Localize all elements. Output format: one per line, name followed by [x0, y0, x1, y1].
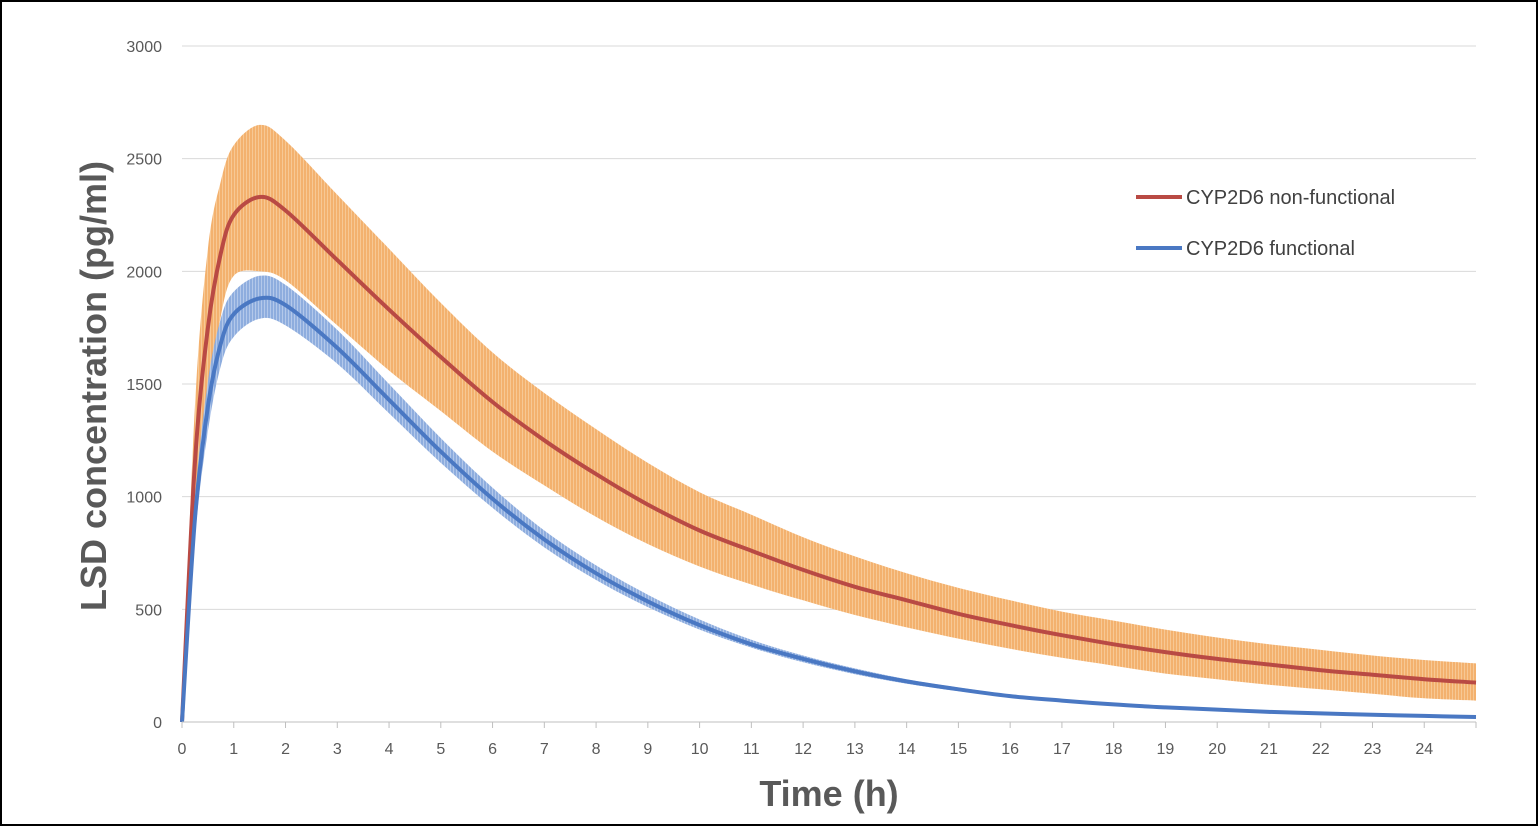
x-tick-label: 5 [436, 741, 445, 758]
y-tick-label: 2000 [126, 264, 162, 281]
y-axis: 0 500 1000 1500 2000 2500 3000 [126, 39, 162, 732]
x-tick-label: 8 [592, 741, 601, 758]
legend: CYP2D6 non-functional CYP2D6 functional [1136, 187, 1395, 260]
x-tick-label: 19 [1157, 741, 1175, 758]
x-tick-label: 17 [1053, 741, 1071, 758]
x-tick-label: 3 [333, 741, 342, 758]
x-axis: 0 1 2 3 4 5 6 7 8 9 10 11 12 13 14 15 16 17 18 19 20 21 22 23 24 [178, 721, 1477, 758]
x-tick-label: 2 [281, 741, 290, 758]
x-tick-label: 20 [1208, 741, 1226, 758]
x-tick-label: 6 [488, 741, 497, 758]
x-tick-label: 1 [229, 741, 238, 758]
x-tick-label: 16 [1001, 741, 1019, 758]
x-tick-label: 11 [743, 741, 760, 758]
x-tick-label: 0 [178, 741, 187, 758]
x-tick-label: 7 [540, 741, 549, 758]
y-tick-label: 1500 [126, 377, 162, 394]
x-tick-label: 24 [1415, 741, 1433, 758]
x-tick-label: 12 [794, 741, 812, 758]
x-tick-label: 21 [1260, 741, 1278, 758]
x-tick-label: 10 [691, 741, 709, 758]
x-tick-label: 18 [1105, 741, 1123, 758]
y-tick-label: 500 [135, 602, 162, 619]
x-tick-label: 22 [1312, 741, 1330, 758]
series-line-functional [180, 295, 1477, 723]
legend-label-non-functional: CYP2D6 non-functional [1186, 187, 1395, 209]
series-line-non-functional [180, 194, 1477, 723]
y-tick-label: 1000 [126, 490, 162, 507]
gridlines [182, 45, 1476, 610]
x-tick-label: 15 [950, 741, 968, 758]
x-tick-label: 23 [1364, 741, 1382, 758]
x-tick-label: 4 [385, 741, 394, 758]
x-axis-title: Time (h) [759, 773, 898, 814]
legend-label-functional: CYP2D6 functional [1186, 238, 1355, 260]
x-tick-label: 13 [846, 741, 864, 758]
y-tick-label: 3000 [126, 39, 162, 56]
confidence-bands [182, 124, 1476, 722]
band-functional [182, 275, 1476, 722]
band-non-functional [182, 124, 1476, 722]
y-axis-title: LSD concentration (pg/ml) [73, 161, 114, 611]
x-tick-label: 14 [898, 741, 916, 758]
y-tick-label: 2500 [126, 152, 162, 169]
x-tick-label: 9 [643, 741, 652, 758]
y-tick-label: 0 [153, 715, 162, 732]
series-lines [180, 194, 1477, 723]
